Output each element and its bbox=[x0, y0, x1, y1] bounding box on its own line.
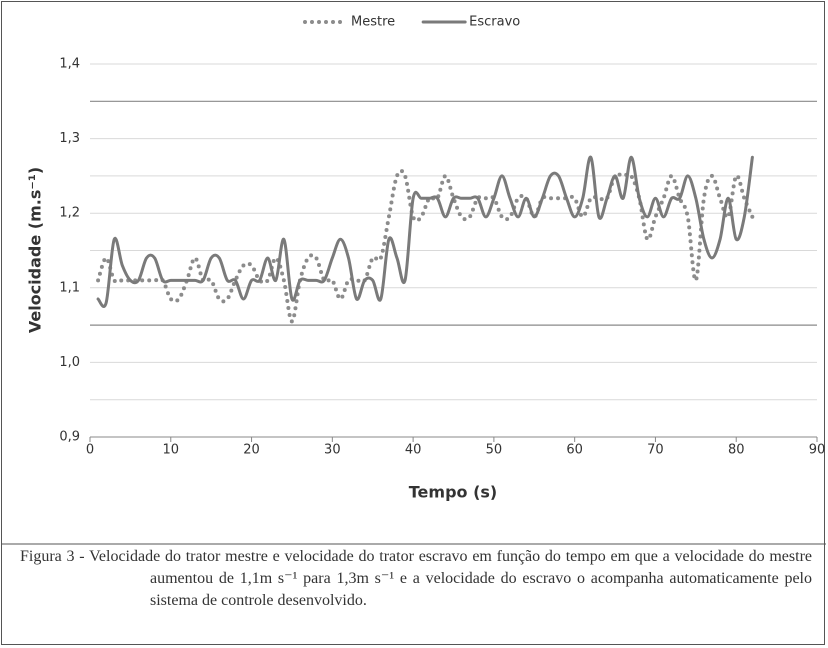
x-tick-label: 60 bbox=[566, 443, 583, 458]
x-tick-label: 80 bbox=[728, 443, 745, 458]
chart: Tempo (s) Velocidade (m.s⁻¹) 0,9 1,0 1,1 1,… bbox=[1, 15, 826, 545]
x-tick-label: 70 bbox=[647, 443, 664, 458]
x-tick-label: 10 bbox=[163, 443, 180, 458]
x-tick-label: 90 bbox=[809, 443, 826, 458]
y-tick-label: 1,3 bbox=[59, 131, 80, 146]
y-tick-label: 1,2 bbox=[59, 206, 80, 221]
x-tick-label: 40 bbox=[405, 443, 422, 458]
figure-caption: Figura 3 - Velocidade do trator mestre e… bbox=[20, 548, 812, 609]
series-line bbox=[96, 155, 754, 308]
legend-label: Mestre bbox=[351, 15, 395, 30]
y-tick-label: 1,1 bbox=[59, 280, 80, 295]
x-axis-title: Tempo (s) bbox=[409, 483, 497, 502]
legend-label: Escravo bbox=[469, 15, 520, 30]
series-line bbox=[96, 168, 755, 324]
y-tick-label: 0,9 bbox=[59, 430, 80, 445]
y-tick-label: 1,0 bbox=[59, 355, 80, 370]
x-tick-label: 30 bbox=[324, 443, 341, 458]
x-tick-label: 0 bbox=[86, 443, 94, 458]
y-axis-title: Velocidade (m.s⁻¹) bbox=[26, 167, 45, 333]
x-tick-label: 20 bbox=[243, 443, 260, 458]
y-tick-label: 1,4 bbox=[59, 57, 80, 72]
x-tick-label: 50 bbox=[486, 443, 503, 458]
